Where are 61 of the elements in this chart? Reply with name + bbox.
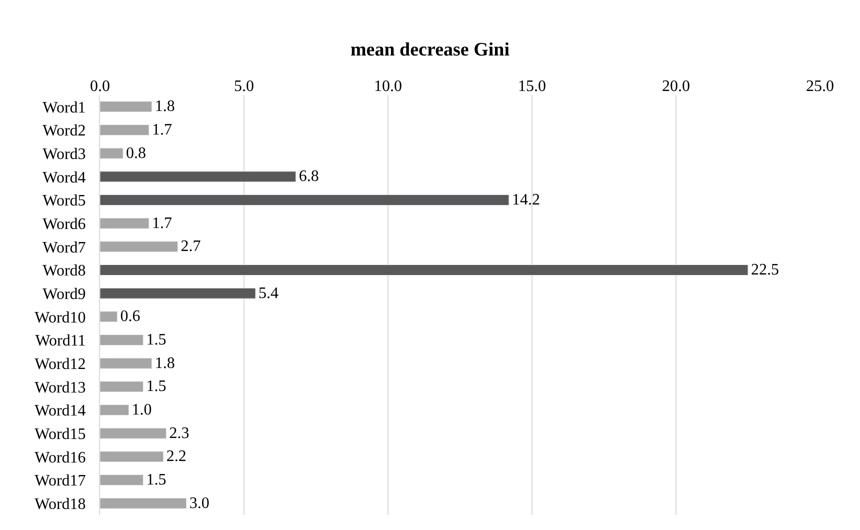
data-label: 1.7 (152, 122, 172, 138)
data-label: 2.7 (180, 238, 201, 256)
y-tick-label: Word7 (42, 239, 86, 256)
y-tick-label: Word6 (42, 216, 86, 233)
data-label: 5.4 (258, 284, 279, 302)
y-tick-label: Word14 (34, 402, 86, 420)
y-tick-label: Word15 (34, 426, 86, 443)
x-tick-label: 5.0 (234, 78, 254, 95)
data-label: 1.8 (154, 98, 175, 116)
bar (100, 101, 152, 112)
y-tick-label: Word12 (34, 356, 86, 373)
bar (100, 334, 144, 346)
chart-title: mean decrease Gini (350, 40, 510, 61)
bar (100, 148, 124, 159)
data-label: 2.3 (169, 424, 190, 442)
x-tick-label: 15.0 (518, 78, 546, 95)
bar (100, 194, 510, 206)
bar (100, 264, 748, 276)
y-tick-label: Word1 (42, 99, 86, 116)
bar (100, 451, 164, 462)
bar (100, 288, 256, 299)
y-tick-label: Word16 (34, 449, 86, 466)
bar (100, 474, 144, 486)
data-label: 1.5 (146, 378, 166, 396)
y-tick-label: Word17 (34, 472, 86, 490)
data-label: 1.7 (152, 214, 172, 232)
bar (100, 218, 150, 229)
x-tick-label: 25.0 (806, 78, 834, 95)
bar (100, 124, 150, 136)
y-tick-label: Word10 (34, 309, 86, 326)
bar (100, 428, 166, 439)
bar (100, 381, 144, 392)
y-tick-label: Word2 (42, 122, 86, 140)
x-tick-label: 10.0 (374, 78, 402, 95)
bar (100, 171, 296, 182)
bar (100, 311, 118, 322)
bar (100, 404, 130, 416)
data-label: 0.6 (120, 308, 140, 326)
y-tick-label: Word8 (42, 262, 86, 280)
y-tick-label: Word18 (34, 496, 86, 513)
data-label: 1.5 (146, 332, 166, 348)
bar (100, 498, 187, 509)
y-tick-label: Word11 (35, 332, 86, 350)
y-tick-label: Word13 (34, 379, 86, 396)
x-tick-label: 0.0 (90, 78, 110, 95)
data-label: 0.8 (126, 144, 146, 162)
data-label: 14.2 (512, 192, 540, 208)
data-label: 6.8 (298, 168, 319, 186)
data-label: 1.8 (154, 354, 175, 372)
data-label: 2.2 (166, 448, 186, 466)
data-label: 1.5 (146, 472, 166, 488)
x-tick-label: 20.0 (662, 78, 690, 95)
data-label: 22.5 (751, 262, 779, 278)
bar (100, 241, 178, 252)
y-tick-label: Word3 (42, 146, 86, 163)
data-label: 1.0 (132, 402, 152, 418)
y-tick-label: Word5 (42, 192, 86, 210)
bar (100, 358, 152, 369)
data-label: 3.0 (189, 494, 210, 512)
y-tick-label: Word4 (42, 169, 86, 186)
y-tick-label: Word9 (42, 286, 86, 303)
